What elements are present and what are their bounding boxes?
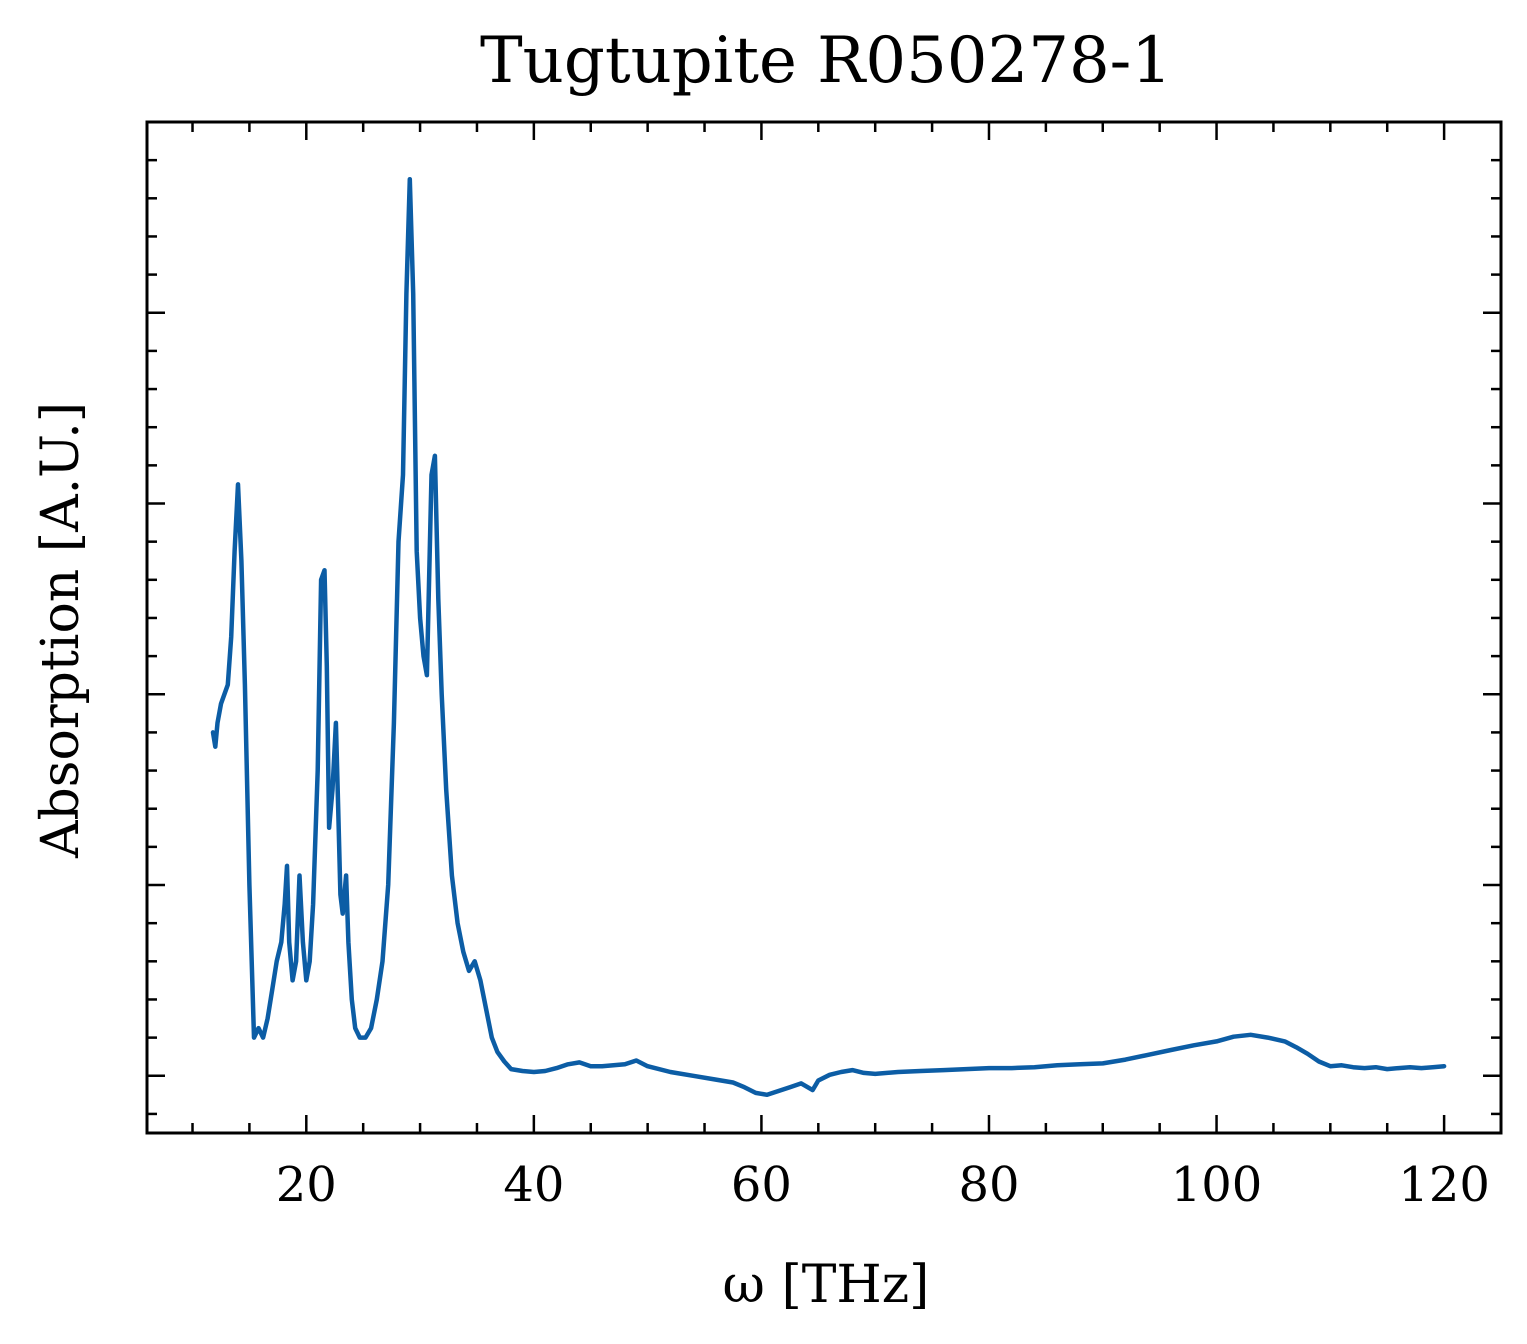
x-tick-label: 120 <box>1398 1157 1490 1213</box>
x-tick-label: 80 <box>958 1157 1019 1213</box>
x-axis-tick-labels: 20 40 60 80 100 120 <box>276 1157 1490 1213</box>
x-tick-label: 60 <box>731 1157 792 1213</box>
chart-title: Tugtupite R050278-1 <box>480 24 1172 98</box>
x-axis-ticks <box>191 122 1503 1133</box>
x-tick-label: 40 <box>503 1157 564 1213</box>
y-axis-label: Absorption [A.U.] <box>31 402 91 859</box>
x-tick-label: 20 <box>276 1157 337 1213</box>
x-tick-label: 100 <box>1171 1157 1263 1213</box>
absorption-line <box>210 176 1447 1098</box>
x-axis-label: ω [THz] <box>723 1255 930 1315</box>
y-axis-ticks <box>147 120 1501 1116</box>
plot-frame <box>145 120 1503 1135</box>
plot-area <box>210 176 1447 1098</box>
